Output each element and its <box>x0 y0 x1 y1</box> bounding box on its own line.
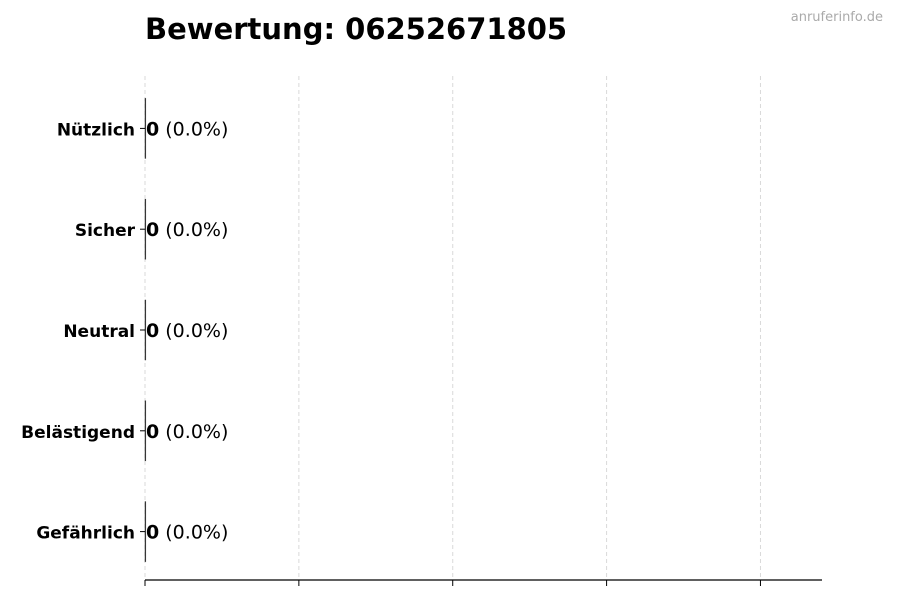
data-label: 0 (0.0%) <box>146 421 228 443</box>
data-label: 0 (0.0%) <box>146 118 228 140</box>
chart-title: Bewertung: 06252671805 <box>145 12 568 46</box>
data-label: 0 (0.0%) <box>146 219 228 241</box>
data-label: 0 (0.0%) <box>146 320 228 342</box>
data-label-percent: (0.0%) <box>159 118 228 140</box>
data-label-percent: (0.0%) <box>159 219 228 241</box>
data-label-count: 0 <box>146 320 159 342</box>
category-label: Gefährlich <box>36 524 135 544</box>
data-label-count: 0 <box>146 219 159 241</box>
data-label: 0 (0.0%) <box>146 522 228 544</box>
category-label: Belästigend <box>21 423 135 443</box>
category-label: Nützlich <box>57 120 135 140</box>
data-label-percent: (0.0%) <box>159 522 228 544</box>
data-label-count: 0 <box>146 118 159 140</box>
data-label-count: 0 <box>146 421 159 443</box>
watermark: anruferinfo.de <box>790 10 883 25</box>
data-label-percent: (0.0%) <box>159 421 228 443</box>
category-label: Neutral <box>63 322 135 342</box>
data-label-count: 0 <box>146 522 159 544</box>
category-label: Sicher <box>75 221 136 241</box>
data-label-percent: (0.0%) <box>159 320 228 342</box>
